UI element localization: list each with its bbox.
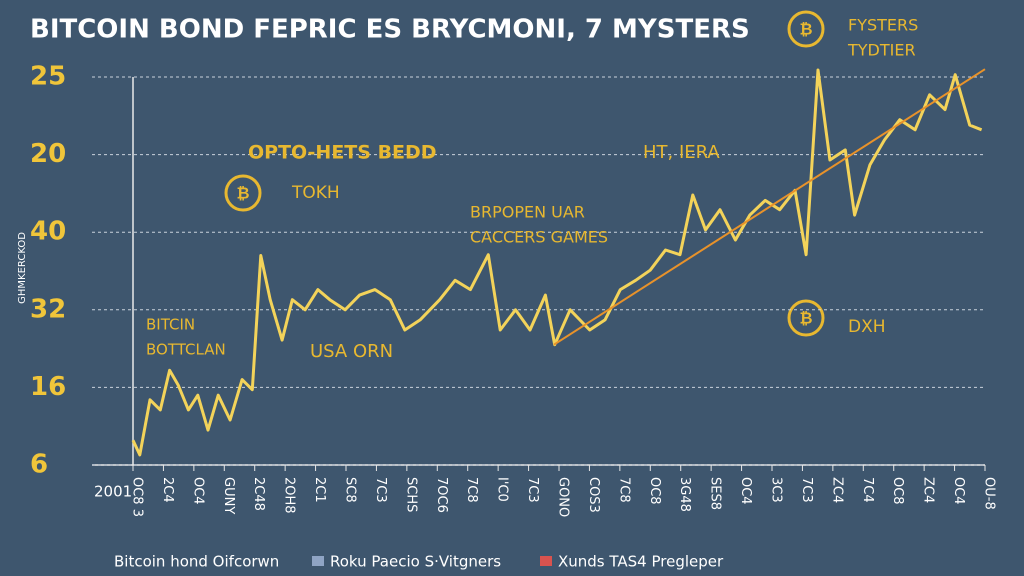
data-line xyxy=(131,68,983,457)
x-tick-label: I'C0 xyxy=(495,477,510,502)
x-tick-label: 2C48 xyxy=(251,477,266,511)
chart-title: BITCOIN BOND FEPRIC ES BRYCMONI, 7 MYSTE… xyxy=(30,15,750,45)
y-axis-label: GHMKERCKOD xyxy=(17,232,28,304)
annotation: BOTTCLAN xyxy=(146,341,226,359)
y-tick-label: 25 xyxy=(30,62,66,92)
x-tick-label: OC8 3 xyxy=(130,477,145,517)
y-tick-label: 32 xyxy=(30,294,66,324)
x-tick-label: OC8 xyxy=(890,477,905,505)
x-tick-label: SC8 xyxy=(343,477,358,503)
coin-icon xyxy=(224,10,825,337)
x-tick-label: 3C3 xyxy=(769,477,784,503)
x-tick-label: OU-8 xyxy=(982,477,997,510)
legend-swatch xyxy=(540,556,552,566)
legend-swatch xyxy=(312,556,324,566)
annotation: BITCIN xyxy=(146,316,195,334)
annotation: FYSTERS xyxy=(848,16,918,35)
annotation: HT, IERA xyxy=(643,142,720,163)
x-tick-label: 7C3 xyxy=(373,477,388,503)
y-tick-label: 20 xyxy=(30,139,66,169)
x-tick-label: OC4 xyxy=(738,477,753,505)
annotation: TYDTIER xyxy=(847,41,916,60)
x-tick-label: 7C8 xyxy=(464,477,479,503)
coin-symbol: ₿ ₿ ₿ xyxy=(236,20,812,328)
annotation: TOKH xyxy=(291,183,340,203)
x-tick-label: SCHS xyxy=(403,477,418,512)
legend-label: Xunds TAS4 Pregleper xyxy=(558,553,724,571)
y-tick-label: 16 xyxy=(30,372,66,402)
x-tick-label: GONO xyxy=(556,477,571,517)
x-tick-label: COS3 xyxy=(586,477,601,513)
x-tick-label: 7C3 xyxy=(525,477,540,503)
x-tick-label: OC4 xyxy=(190,477,205,505)
trend-line xyxy=(553,68,986,346)
svg-text:₿: ₿ xyxy=(236,184,249,203)
annotation: USA ORN xyxy=(310,341,393,362)
x-tick-label: 2C4 xyxy=(160,477,175,503)
x-tick-label: SES8 xyxy=(708,477,723,510)
legend-label: Bitcoin hond Oifcorwn xyxy=(114,553,279,571)
x-tick-label: OC4 xyxy=(951,477,966,505)
x-tick-label: OC8 xyxy=(647,477,662,505)
svg-text:₿: ₿ xyxy=(799,309,812,328)
x-first-label: 2001 xyxy=(94,483,132,501)
x-tick-label: ZC4 xyxy=(829,477,844,503)
annotation: OPTO-HETS BEDD xyxy=(248,142,437,164)
svg-text:₿: ₿ xyxy=(799,20,812,39)
x-tick-label: ZC4 xyxy=(921,477,936,503)
annotation: DXH xyxy=(848,317,886,337)
annotation: CACCERS GAMES xyxy=(470,228,608,247)
legend-label: Roku Paecio S·Vitgners xyxy=(330,553,501,571)
x-tick-label: 3G48 xyxy=(677,477,692,512)
x-tick-label: 7C4 xyxy=(860,477,875,503)
x-tick-label: 2OH8 xyxy=(282,477,297,514)
x-tick-label: 7OC6 xyxy=(434,477,449,513)
x-tick-label: GUNY xyxy=(221,477,236,514)
y-tick-label: 6 xyxy=(30,450,48,480)
x-tick-label: 2C1 xyxy=(312,477,327,503)
x-tick-label: 7C3 xyxy=(799,477,814,503)
y-tick-label: 40 xyxy=(30,217,66,247)
x-tick-label: 7C8 xyxy=(616,477,631,503)
annotation: BRPOPEN UAR xyxy=(470,203,585,222)
